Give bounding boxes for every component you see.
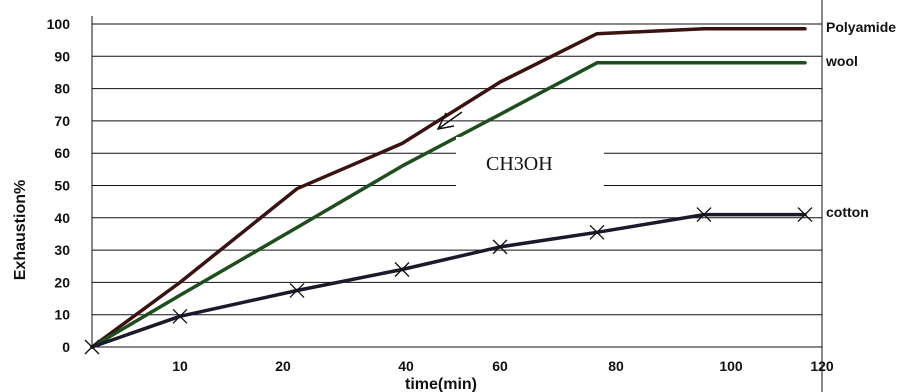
x-tick-label: 120 bbox=[810, 358, 834, 374]
annotation-arrow bbox=[436, 111, 463, 131]
data-point-cotton bbox=[172, 308, 188, 324]
y-tick-label: 0 bbox=[62, 339, 70, 355]
annotation-label: CH3OH bbox=[486, 153, 553, 175]
x-tick-label: 40 bbox=[398, 358, 414, 374]
y-axis-title: Exhaustion% bbox=[12, 180, 29, 280]
series-labels: Polyamide wool cotton bbox=[825, 19, 896, 220]
y-tick-label: 90 bbox=[54, 48, 70, 64]
series-label-wool: wool bbox=[825, 53, 858, 69]
series-line-cotton bbox=[90, 212, 807, 349]
y-tick-label: 30 bbox=[54, 242, 70, 258]
annotation-box bbox=[456, 137, 604, 187]
data-point-cotton bbox=[797, 207, 813, 223]
x-tick-label: 10 bbox=[172, 358, 188, 374]
marker-stroke bbox=[492, 239, 508, 255]
x-tick-label: 100 bbox=[719, 358, 743, 374]
data-point-cotton bbox=[589, 224, 605, 240]
data-point-cotton bbox=[696, 207, 712, 223]
marker-stroke bbox=[84, 339, 100, 355]
y-tick-label: 80 bbox=[54, 81, 70, 97]
marker-stroke bbox=[797, 207, 813, 223]
y-tick-label: 100 bbox=[47, 16, 71, 32]
y-tick-labels: 0 10 20 30 40 50 60 70 80 90 100 bbox=[47, 16, 71, 355]
marker-stroke bbox=[696, 207, 712, 223]
y-tick-label: 40 bbox=[54, 210, 70, 226]
y-tick-label: 20 bbox=[54, 274, 70, 290]
data-point-cotton bbox=[492, 239, 508, 255]
x-tick-label: 80 bbox=[608, 358, 624, 374]
marker-stroke bbox=[289, 283, 305, 298]
arrow-head bbox=[436, 112, 455, 131]
y-tick-label: 10 bbox=[54, 307, 70, 323]
series-lines bbox=[90, 27, 807, 349]
y-tick-label: 60 bbox=[54, 145, 70, 161]
cotton-markers bbox=[84, 207, 813, 355]
series-line-wool bbox=[90, 61, 807, 349]
data-point-cotton bbox=[289, 283, 305, 298]
series-line-polyamide bbox=[90, 27, 807, 349]
x-tick-label: 60 bbox=[492, 358, 508, 374]
marker-stroke bbox=[394, 262, 410, 277]
y-tick-label: 70 bbox=[54, 113, 70, 129]
x-tick-label: 20 bbox=[275, 358, 291, 374]
series-label-cotton: cotton bbox=[826, 204, 869, 220]
x-axis-title: time(min) bbox=[405, 376, 477, 392]
marker-stroke bbox=[589, 224, 605, 240]
arrow-shaft bbox=[437, 111, 463, 130]
x-tick-labels: 10 20 40 60 80 100 120 bbox=[172, 358, 834, 374]
data-point-cotton bbox=[84, 339, 100, 355]
marker-stroke bbox=[172, 308, 188, 324]
series-label-polyamide: Polyamide bbox=[826, 19, 896, 35]
y-tick-label: 50 bbox=[54, 178, 70, 194]
data-point-cotton bbox=[394, 262, 410, 277]
